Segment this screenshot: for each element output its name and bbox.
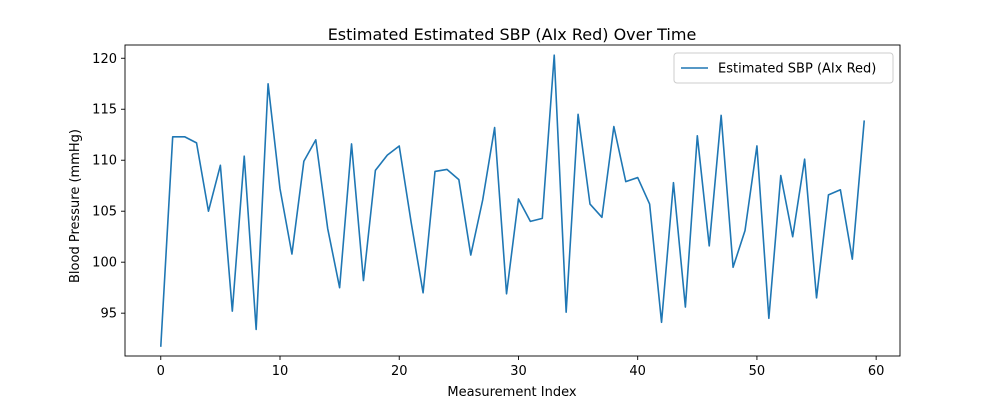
y-tick-label: 105 [92, 205, 117, 220]
x-axis-label: Measurement Index [447, 385, 576, 400]
y-tick-label: 115 [92, 103, 117, 118]
plot-area: 0 10 20 30 40 50 60 95 100 105 110 115 120 Estimated … [92, 44, 901, 379]
x-tick-label: 10 [272, 364, 289, 379]
plot-frame [124, 44, 901, 357]
x-tick-label: 60 [868, 364, 885, 379]
x-tick-label: 30 [510, 364, 527, 379]
y-tick-label: 120 [92, 52, 117, 67]
x-tick-label: 0 [157, 364, 165, 379]
y-tick-label: 95 [100, 307, 117, 322]
y-tick-label: 110 [92, 154, 117, 169]
legend-label: Estimated SBP (AIx Red) [718, 62, 876, 77]
x-tick-label: 40 [629, 364, 646, 379]
x-tick-label: 50 [749, 364, 766, 379]
series-line-0 [159, 54, 866, 347]
y-tick-label: 100 [92, 256, 117, 271]
y-axis-label: Blood Pressure (mmHg) [68, 129, 83, 283]
legend-box [673, 52, 894, 84]
x-tick-label: 20 [391, 364, 408, 379]
chart-title: Estimated Estimated SBP (AIx Red) Over T… [328, 25, 697, 44]
